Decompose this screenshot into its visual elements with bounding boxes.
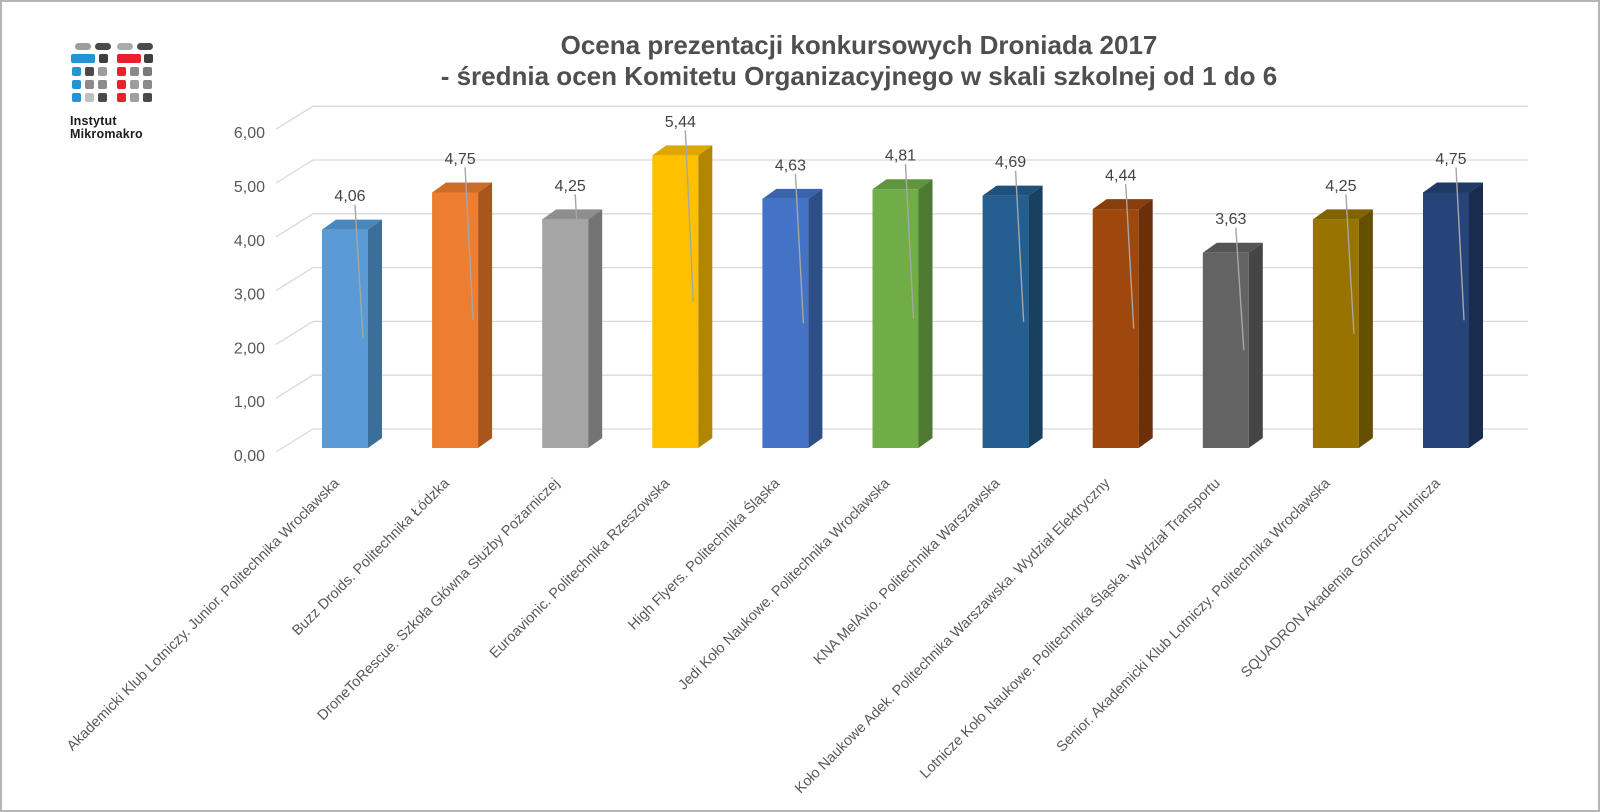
- bar-front-face: [872, 189, 919, 449]
- chart-title: Ocena prezentacji konkursowych Droniada …: [274, 30, 1444, 92]
- bar-2: [432, 182, 493, 448]
- x-axis-label: Jedi Koło Naukowe. Politechnika Wrocławs…: [675, 475, 894, 694]
- data-label: 5,44: [665, 114, 696, 131]
- data-label: 4,81: [885, 148, 916, 165]
- y-axis-tick-label: 0,00: [234, 448, 265, 465]
- data-label-leader-line: [1455, 167, 1465, 321]
- data-label-leader-line: [1125, 184, 1135, 329]
- logo: Instytut Mikromakro: [70, 42, 200, 141]
- bar-10: [1312, 209, 1373, 448]
- y-axis-tick-label: 3,00: [234, 287, 265, 304]
- gridline-depth-segment: [275, 320, 314, 345]
- data-label-leader-line: [354, 204, 364, 339]
- data-label: 4,25: [1325, 178, 1356, 195]
- x-axis-label: DroneToRescue. Szkoła Główna Służby Poża…: [315, 476, 563, 724]
- x-axis-label: KNA MelAvio. Politechnika Warszawska: [811, 475, 1004, 668]
- bar-top-face: [542, 209, 603, 220]
- bar-top-face: [1312, 209, 1373, 220]
- bar-side-face: [1138, 199, 1153, 448]
- data-label: 3,63: [1215, 211, 1246, 228]
- bar-4: [652, 145, 713, 448]
- data-label-leader-line: [1345, 194, 1355, 334]
- bar-side-face: [808, 188, 823, 448]
- bar-front-face: [982, 195, 1029, 448]
- data-label: 4,06: [334, 188, 365, 205]
- gridline-depth-segment: [275, 105, 314, 130]
- bar-front-face: [1423, 192, 1469, 448]
- bar-side-face: [698, 145, 713, 448]
- bar-front-face: [1202, 252, 1249, 448]
- chart-title-line1: Ocena prezentacji konkursowych Droniada …: [560, 30, 1158, 60]
- bar-side-face: [368, 219, 382, 448]
- data-label-leader-line: [684, 130, 694, 302]
- bar-front-face: [652, 155, 699, 448]
- bar-9: [1202, 242, 1263, 448]
- bar-front-face: [432, 192, 479, 448]
- logo-text: Instytut Mikromakro: [70, 115, 200, 141]
- bar-side-face: [1028, 185, 1043, 449]
- bar-front-face: [762, 198, 809, 448]
- bar-top-face: [432, 182, 493, 193]
- x-axis-label: Euroavionic. Politechnika Rzeszowska: [487, 475, 674, 662]
- gridline-depth-segment: [275, 159, 314, 184]
- data-label: 4,75: [445, 151, 476, 168]
- bar-front-face: [1312, 219, 1359, 448]
- data-label: 4,63: [775, 157, 806, 174]
- bar-top-face: [762, 188, 823, 199]
- bar-3: [542, 209, 603, 448]
- data-label: 4,75: [1435, 151, 1466, 168]
- chart-title-line2: - średnia ocen Komitetu Organizacyjnego …: [440, 61, 1278, 91]
- bar-1: [322, 219, 382, 448]
- y-axis-tick-label: 4,00: [234, 233, 265, 250]
- instytut-mikromakro-logo-icon: [71, 43, 153, 102]
- data-label: 4,69: [995, 154, 1026, 171]
- bar-top-face: [322, 219, 382, 230]
- bar-side-face: [1358, 209, 1373, 448]
- bar-side-face: [588, 209, 603, 448]
- gridline-depth-segment: [275, 428, 314, 453]
- data-label: 4,44: [1105, 168, 1136, 185]
- bar-side-face: [1469, 182, 1483, 448]
- bar-8: [1092, 199, 1153, 448]
- data-label-leader-line: [574, 194, 584, 334]
- logo-text-line1: Instytut: [70, 114, 117, 128]
- bar-6: [872, 179, 933, 449]
- bar-top-face: [1423, 182, 1483, 193]
- bar-top-face: [1202, 242, 1263, 253]
- gridline-depth-segment: [275, 213, 314, 238]
- bar-11: [1423, 182, 1483, 448]
- bar-side-face: [1248, 242, 1263, 448]
- bar-side-face: [918, 179, 933, 449]
- bar-front-face: [542, 219, 589, 448]
- bar-7: [982, 185, 1043, 449]
- data-label-leader-line: [464, 167, 474, 321]
- bar-top-face: [982, 185, 1043, 196]
- data-label-leader-line: [794, 173, 805, 324]
- y-axis-tick-label: 5,00: [234, 179, 265, 196]
- logo-text-line2: Mikromakro: [70, 127, 143, 141]
- bar-top-face: [1092, 199, 1153, 210]
- x-axis-label: SQUADRON Akademia Górniczo-Hutnicza: [1238, 475, 1444, 681]
- data-label: 4,25: [555, 178, 586, 195]
- bar-top-face: [872, 179, 933, 190]
- bar-front-face: [322, 229, 368, 448]
- y-axis-tick-label: 2,00: [234, 340, 265, 357]
- gridline-depth-segment: [275, 374, 314, 399]
- data-label-leader-line: [1014, 170, 1025, 322]
- bar-top-face: [652, 145, 713, 156]
- data-label-leader-line: [904, 164, 915, 319]
- y-axis-tick-label: 1,00: [234, 394, 265, 411]
- bar-side-face: [478, 182, 493, 448]
- bar-5: [762, 188, 823, 448]
- bar-front-face: [1092, 209, 1139, 448]
- data-label-leader-line: [1235, 227, 1245, 351]
- y-axis-tick-label: 6,00: [234, 125, 265, 142]
- gridline-depth-segment: [275, 267, 314, 292]
